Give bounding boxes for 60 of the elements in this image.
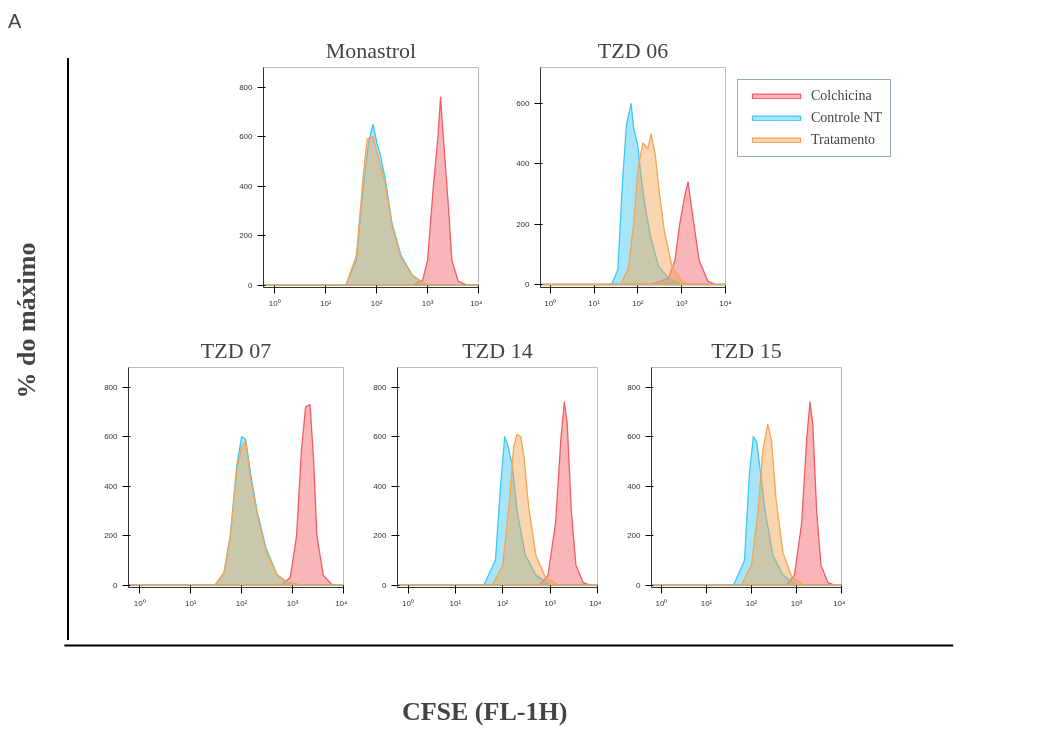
x-tick-label: 10¹ (588, 298, 601, 308)
legend-label: Controle NT (811, 110, 883, 126)
x-tick-label: 10¹ (449, 598, 462, 608)
y-tick-label: 600 (373, 432, 388, 442)
y-tick-label: 400 (239, 181, 254, 191)
y-tick-label: 600 (627, 432, 642, 442)
x-tick-label: 10³ (675, 298, 688, 308)
x-tick-label: 10⁰ (268, 298, 281, 308)
text: CFSE (FL-1H) (401, 696, 568, 726)
x-tick-label: 10⁰ (133, 598, 146, 608)
x-tick-label: 10⁴ (719, 298, 733, 308)
x-tick-label: 10⁰ (402, 598, 414, 608)
y-tick-label: 200 (373, 531, 388, 541)
legend-label: Colchicina (811, 88, 872, 104)
chart-title: Monastrol (325, 37, 417, 63)
x-tick-label: 10⁰ (655, 598, 668, 608)
x-tick-label: 10² (745, 598, 758, 608)
x-tick-label: 10² (632, 298, 644, 308)
legend-label: Tratamento (811, 132, 876, 148)
y-tick-label: 200 (516, 219, 531, 229)
y-tick-label: 400 (627, 481, 642, 491)
x-tick-label: 10⁴ (833, 598, 847, 608)
y-tick-label: 400 (373, 481, 388, 491)
x-tick-label: 10³ (286, 598, 299, 608)
x-tick-label: 10⁴ (335, 598, 349, 608)
y-tick-label: 200 (239, 231, 254, 241)
y-tick-label: 0 (525, 279, 531, 289)
y-tick-label: 0 (636, 580, 642, 590)
y-tick-label: 800 (239, 82, 254, 92)
x-tick-label: 10³ (421, 298, 434, 308)
x-tick-label: 10² (496, 598, 509, 608)
y-tick-label: 800 (104, 382, 119, 392)
y-tick-label: 400 (516, 159, 531, 169)
y-tick-label: 0 (113, 580, 119, 590)
x-tick-label: 10² (235, 598, 248, 608)
x-tick-label: 10¹ (184, 598, 197, 608)
y-tick-label: 200 (104, 531, 119, 541)
x-tick-label: 10³ (544, 598, 557, 608)
x-tick-label: 10⁴ (589, 598, 603, 608)
y-tick-label: 600 (104, 432, 119, 442)
x-tick-label: 10⁴ (470, 298, 484, 308)
text: % do máximo (12, 242, 42, 399)
chart-title: TZD 06 (597, 37, 669, 63)
y-tick-label: 800 (373, 382, 388, 392)
text: A (8, 10, 22, 33)
y-tick-label: 400 (104, 481, 119, 491)
x-tick-label: 10¹ (700, 598, 713, 608)
y-tick-label: 0 (382, 580, 388, 590)
y-tick-label: 600 (516, 99, 531, 109)
x-tick-label: 10² (370, 298, 383, 308)
chart-title: TZD 14 (462, 337, 533, 363)
y-tick-label: 800 (627, 382, 642, 392)
x-tick-label: 10⁰ (544, 298, 557, 308)
chart-title: TZD 07 (200, 337, 272, 363)
chart-title: TZD 15 (711, 337, 782, 363)
x-tick-label: 10¹ (319, 298, 332, 308)
y-tick-label: 200 (627, 531, 642, 541)
y-tick-label: 600 (239, 132, 254, 142)
y-tick-label: 0 (248, 280, 254, 290)
x-tick-label: 10³ (790, 598, 803, 608)
